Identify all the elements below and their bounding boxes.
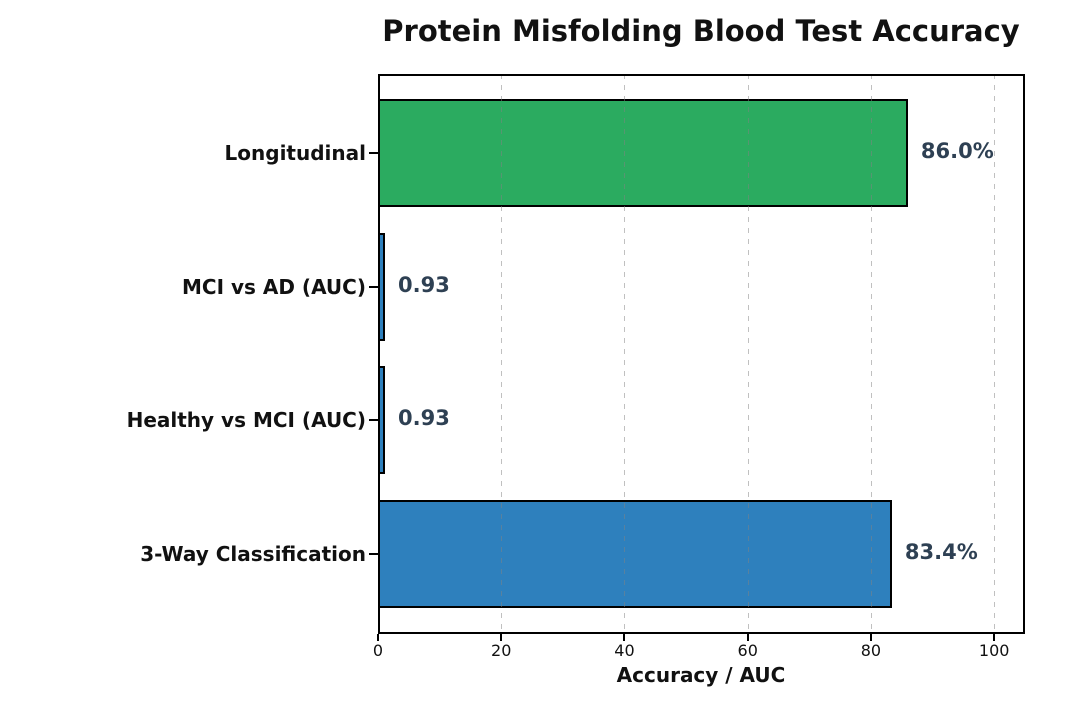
y-tick-longitudinal (369, 152, 378, 154)
x-tick-0 (377, 634, 379, 641)
y-tick-mci-vs-ad-auc (369, 285, 378, 288)
spine-left (378, 74, 380, 634)
bar-3-way-classification (378, 499, 892, 608)
value-label-mci-vs-ad-auc: 0.93 (398, 272, 450, 297)
x-tick-100 (993, 634, 996, 641)
x-tick-label-100: 100 (978, 641, 1010, 660)
value-label-healthy-vs-mci-auc: 0.93 (398, 406, 450, 430)
x-tick-label-20: 20 (491, 641, 512, 660)
spine-top (378, 74, 1025, 76)
gridline-x-60 (747, 74, 749, 634)
category-label-3-way-classification: 3-Way Classification (140, 541, 366, 566)
spine-right (1023, 74, 1025, 634)
x-tick-label-60: 60 (737, 641, 758, 660)
category-label-mci-vs-ad-auc: MCI vs AD (AUC) (182, 274, 366, 299)
x-axis-label: Accuracy / AUC (616, 663, 786, 687)
x-tick-label-80: 80 (860, 641, 882, 660)
plot-area: 86.0% 0.93 0.93 83.4% (369, 74, 1025, 641)
x-tick-20 (500, 634, 503, 641)
value-label-longitudinal: 86.0% (920, 139, 994, 163)
spine-bottom (378, 632, 1025, 634)
gridline-x-20 (501, 74, 503, 634)
value-label-3-way-classification: 83.4% (904, 539, 978, 564)
y-tick-healthy-vs-mci-auc (369, 419, 378, 421)
bar-longitudinal (378, 99, 908, 207)
y-tick-3-way-classification (369, 552, 378, 555)
gridline-x-100 (994, 74, 996, 634)
x-tick-label-0: 0 (372, 641, 384, 660)
category-label-longitudinal: Longitudinal (224, 141, 366, 165)
x-tick-label-40: 40 (614, 641, 635, 660)
chart-title: Protein Misfolding Blood Test Accuracy (382, 14, 1020, 48)
x-tick-60 (746, 634, 749, 641)
gridline-x-40 (624, 74, 626, 634)
x-tick-80 (869, 634, 872, 641)
x-tick-40 (623, 634, 626, 641)
gridline-x-80 (870, 74, 872, 634)
category-label-healthy-vs-mci-auc: Healthy vs MCI (AUC) (126, 408, 366, 432)
